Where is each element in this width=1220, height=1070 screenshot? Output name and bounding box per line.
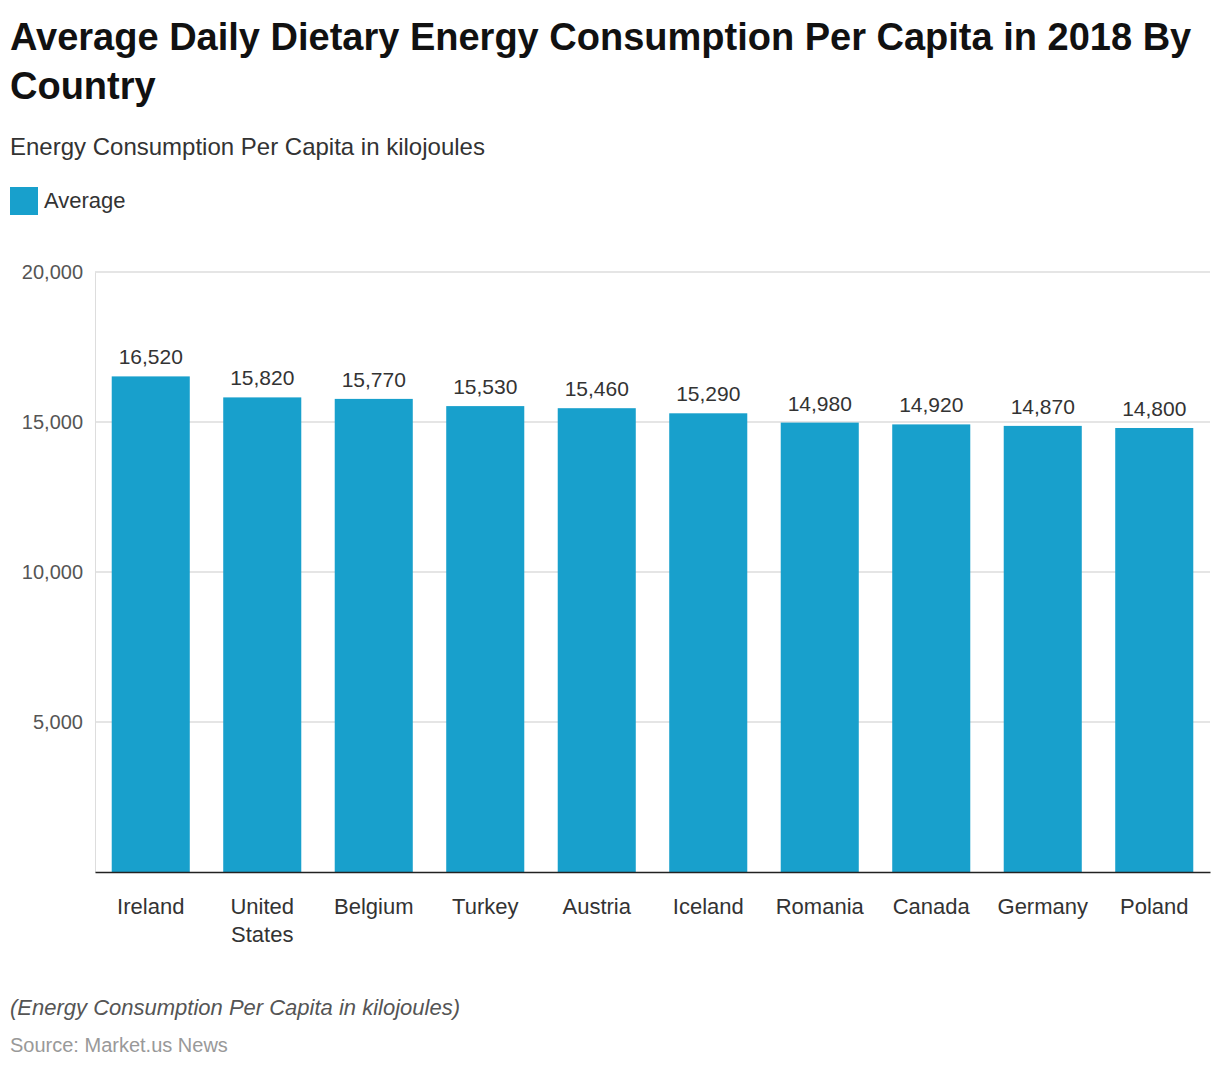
- text-line: Country: [10, 65, 156, 107]
- x-tick-label: Turkey: [452, 894, 518, 919]
- data-label: 15,460: [565, 377, 629, 400]
- text-line: United: [230, 894, 294, 919]
- data-label: 14,870: [1011, 395, 1075, 418]
- x-tick: Romania: [776, 872, 865, 919]
- bars: [112, 376, 1194, 872]
- x-tick-label: Germany: [998, 894, 1088, 919]
- grid-line: [95, 271, 1210, 273]
- x-tick-label: Iceland: [673, 894, 744, 919]
- bar: [892, 424, 970, 872]
- text-line: Romania: [776, 894, 865, 919]
- text-line: Germany: [998, 894, 1088, 919]
- x-tick-label: Austria: [563, 894, 632, 919]
- bar: [223, 397, 301, 872]
- y-tick: 15,000: [22, 411, 95, 433]
- bar: [446, 406, 524, 872]
- text-line: Turkey: [452, 894, 518, 919]
- bar: [112, 376, 190, 872]
- y-tick-label: 20,000: [22, 261, 83, 283]
- y-axis: 5,000 10,000 15,000 20,000: [22, 261, 96, 873]
- y-tick-label: 10,000: [22, 561, 83, 583]
- source: Source: Market.us News: [10, 1034, 228, 1056]
- x-tick: Ireland: [117, 872, 184, 919]
- bar: [1115, 428, 1193, 872]
- data-label: 15,820: [230, 366, 294, 389]
- y-tick-label: 5,000: [33, 711, 83, 733]
- y-axis-line: [95, 273, 96, 873]
- bar: [781, 423, 859, 872]
- data-label: 15,290: [676, 382, 740, 405]
- text-line: States: [231, 922, 293, 947]
- data-label: 14,920: [899, 393, 963, 416]
- subtitle: Energy Consumption Per Capita in kilojou…: [10, 133, 485, 160]
- x-tick: Germany: [998, 872, 1088, 919]
- x-tick-label: Canada: [893, 894, 971, 919]
- text-line: Belgium: [334, 894, 413, 919]
- x-tick: Poland: [1120, 872, 1189, 919]
- legend-swatch: [10, 187, 38, 215]
- data-label: 15,530: [453, 375, 517, 398]
- y-tick: 5,000: [33, 711, 95, 733]
- y-tick-label: 15,000: [22, 411, 83, 433]
- x-tick: Austria: [563, 872, 632, 919]
- bar: [558, 408, 636, 872]
- data-label: 14,800: [1122, 397, 1186, 420]
- plot: 5,000 10,000 15,000 20,000 16,520 15,820 15,77…: [22, 261, 1211, 947]
- text-line: Poland: [1120, 894, 1189, 919]
- x-tick: Belgium: [334, 872, 413, 919]
- note: (Energy Consumption Per Capita in kilojo…: [10, 995, 460, 1020]
- text-line: Iceland: [673, 894, 744, 919]
- x-tick-label: Romania: [776, 894, 865, 919]
- y-tick: 10,000: [22, 561, 95, 583]
- bar: [1004, 426, 1082, 872]
- data-label: 16,520: [119, 345, 183, 368]
- data-labels: 16,520 15,820 15,770 15,530 15,460 15,290 14,9…: [119, 345, 1187, 420]
- x-tick: Canada: [893, 872, 971, 919]
- x-tick-label: United States: [230, 894, 294, 947]
- data-label: 15,770: [342, 368, 406, 391]
- x-tick: Turkey: [452, 872, 518, 919]
- x-tick-label: Poland: [1120, 894, 1189, 919]
- bar: [669, 413, 747, 872]
- x-axis: Ireland United States Belgium Turkey Austria I…: [96, 872, 1211, 947]
- x-tick-label: Ireland: [117, 894, 184, 919]
- y-tick: 20,000: [22, 261, 95, 283]
- x-tick: Iceland: [673, 872, 744, 919]
- x-axis-line: [96, 872, 1211, 874]
- chart: Average Daily Dietary Energy Consumption…: [0, 0, 1220, 1070]
- text-line: Canada: [893, 894, 971, 919]
- legend-label: Average: [44, 188, 126, 213]
- text-line: Austria: [563, 894, 632, 919]
- x-tick: United States: [230, 872, 294, 947]
- x-tick-label: Belgium: [334, 894, 413, 919]
- title: Average Daily Dietary Energy Consumption…: [10, 16, 1191, 107]
- bar: [335, 399, 413, 872]
- text-line: Average Daily Dietary Energy Consumption…: [10, 16, 1191, 58]
- data-label: 14,980: [788, 392, 852, 415]
- text-line: Ireland: [117, 894, 184, 919]
